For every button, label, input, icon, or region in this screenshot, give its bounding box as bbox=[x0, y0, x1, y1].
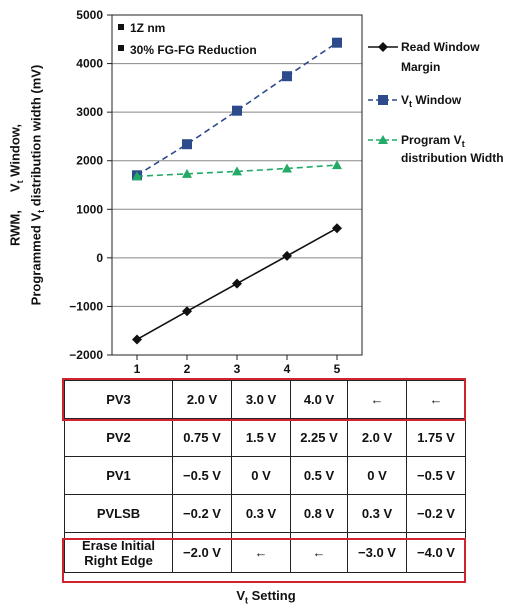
table-row-label-line: Right Edge bbox=[84, 552, 153, 568]
annotation-bullet-1 bbox=[118, 24, 124, 30]
data-point-square bbox=[332, 37, 342, 48]
table-cell: 1.75 V bbox=[406, 418, 466, 457]
vt-setting-table: PV3 2.0 V 3.0 V 4.0 V ← ← PV2 0.75 V 1.5 V 2.25 V… bbox=[64, 380, 466, 573]
data-point-triangle bbox=[182, 168, 192, 178]
grid-lines bbox=[112, 63, 362, 307]
data-point-square bbox=[232, 105, 242, 116]
x-axis-title: Vt Setting bbox=[236, 588, 296, 606]
legend-label-vt: Vt Window bbox=[401, 93, 462, 109]
y-tick-label: 2000 bbox=[76, 154, 103, 168]
legend-label-rwm-1: Read Window bbox=[401, 40, 480, 54]
data-point-square bbox=[282, 71, 292, 82]
data-point-square bbox=[182, 139, 192, 150]
data-point-triangle bbox=[132, 171, 142, 181]
legend: Read Window Margin Vt Window Program Vt … bbox=[368, 40, 504, 165]
data-point-triangle bbox=[232, 166, 242, 176]
data-point-diamond bbox=[332, 223, 342, 234]
y-title-part: distribution width (mV) bbox=[28, 64, 43, 210]
table-cell: 0.8 V bbox=[290, 494, 348, 533]
table-cell: 0.3 V bbox=[347, 494, 407, 533]
table-cell: −0.5 V bbox=[172, 456, 232, 495]
plot-frame bbox=[111, 14, 363, 356]
table-cell: ← bbox=[231, 532, 291, 573]
data-point-diamond bbox=[282, 250, 292, 261]
y-tick-label: 5000 bbox=[76, 8, 103, 22]
x-tick-label: 2 bbox=[184, 362, 191, 376]
table-row: PV3 2.0 V 3.0 V 4.0 V ← ← bbox=[64, 380, 466, 419]
annotation-bullet-2 bbox=[118, 45, 124, 51]
legend-marker-pv bbox=[378, 135, 388, 144]
data-point-diamond bbox=[232, 278, 242, 289]
table-cell: 3.0 V bbox=[231, 380, 291, 419]
y-axis: −2000 −1000 0 1000 2000 3000 4000 5000 bbox=[69, 8, 112, 362]
table-cell: 0.3 V bbox=[231, 494, 291, 533]
legend-label-pv-2: distribution Width bbox=[401, 151, 504, 165]
table-cell: 1.5 V bbox=[231, 418, 291, 457]
table-cell: −3.0 V bbox=[347, 532, 407, 573]
y-tick-label: −1000 bbox=[69, 299, 103, 313]
table-cell: ← bbox=[290, 532, 348, 573]
annotation-1: 1Z nm bbox=[130, 21, 165, 35]
x-axis: 1 2 3 4 5 bbox=[134, 355, 341, 376]
y-tick-label: 1000 bbox=[76, 202, 103, 216]
table-cell: ← bbox=[406, 380, 466, 419]
y-tick-label: −2000 bbox=[69, 348, 103, 362]
x-tick-label: 3 bbox=[234, 362, 241, 376]
y-title-part: Window, bbox=[7, 123, 23, 181]
table-cell: 0.5 V bbox=[290, 456, 348, 495]
table-row-label: PVLSB bbox=[64, 494, 173, 533]
table-cell: 2.0 V bbox=[347, 418, 407, 457]
legend-label-pv-1: Program Vt bbox=[401, 133, 465, 149]
y-title-part: RWM, V bbox=[7, 183, 23, 247]
annotation-2: 30% FG-FG Reduction bbox=[130, 43, 257, 57]
table-cell: −0.5 V bbox=[406, 456, 466, 495]
table-cell: 2.25 V bbox=[290, 418, 348, 457]
x-tick-label: 1 bbox=[134, 362, 141, 376]
y-tick-label: 0 bbox=[96, 251, 103, 265]
table-row: PVLSB −0.2 V 0.3 V 0.8 V 0.3 V −0.2 V bbox=[64, 494, 466, 533]
y-title-sub: t bbox=[15, 180, 25, 184]
table-row-label: PV1 bbox=[64, 456, 173, 495]
table-row: PV2 0.75 V 1.5 V 2.25 V 2.0 V 1.75 V bbox=[64, 418, 466, 457]
table-cell: 0 V bbox=[347, 456, 407, 495]
y-tick-label: 4000 bbox=[76, 57, 103, 71]
series-group bbox=[132, 37, 342, 345]
y-title-part: Programmed V bbox=[28, 212, 43, 306]
legend-marker-rwm bbox=[378, 42, 388, 52]
data-point-diamond bbox=[182, 306, 192, 317]
table-cell: −0.2 V bbox=[172, 494, 232, 533]
table-cell: 2.0 V bbox=[172, 380, 232, 419]
table-cell: 0 V bbox=[231, 456, 291, 495]
table-cell: −0.2 V bbox=[406, 494, 466, 533]
table-cell: 0.75 V bbox=[172, 418, 232, 457]
data-point-triangle bbox=[282, 163, 292, 173]
x-tick-label: 4 bbox=[284, 362, 291, 376]
chart: −2000 −1000 0 1000 2000 3000 4000 5000 1 2 3 4 5 1Z… bbox=[69, 8, 504, 376]
table-cell: 4.0 V bbox=[290, 380, 348, 419]
table-row-label: PV2 bbox=[64, 418, 173, 457]
table-cell: −4.0 V bbox=[406, 532, 466, 573]
y-tick-label: 3000 bbox=[76, 105, 103, 119]
annotation-box: 1Z nm 30% FG-FG Reduction bbox=[118, 21, 257, 57]
table-cell: ← bbox=[347, 380, 407, 419]
legend-marker-vt bbox=[378, 95, 388, 105]
table-row-label: Erase Initial Right Edge bbox=[64, 532, 173, 573]
table-row-label-line: Erase Initial bbox=[82, 537, 155, 553]
x-tick-label: 5 bbox=[334, 362, 341, 376]
table-cell: −2.0 V bbox=[172, 532, 232, 573]
table-row-label: PV3 bbox=[64, 380, 173, 419]
data-point-triangle bbox=[332, 160, 342, 170]
table-row: Erase Initial Right Edge −2.0 V ← ← −3.0 V −4.… bbox=[64, 532, 466, 573]
legend-label-rwm-2: Margin bbox=[401, 60, 440, 74]
data-point-diamond bbox=[132, 334, 142, 345]
